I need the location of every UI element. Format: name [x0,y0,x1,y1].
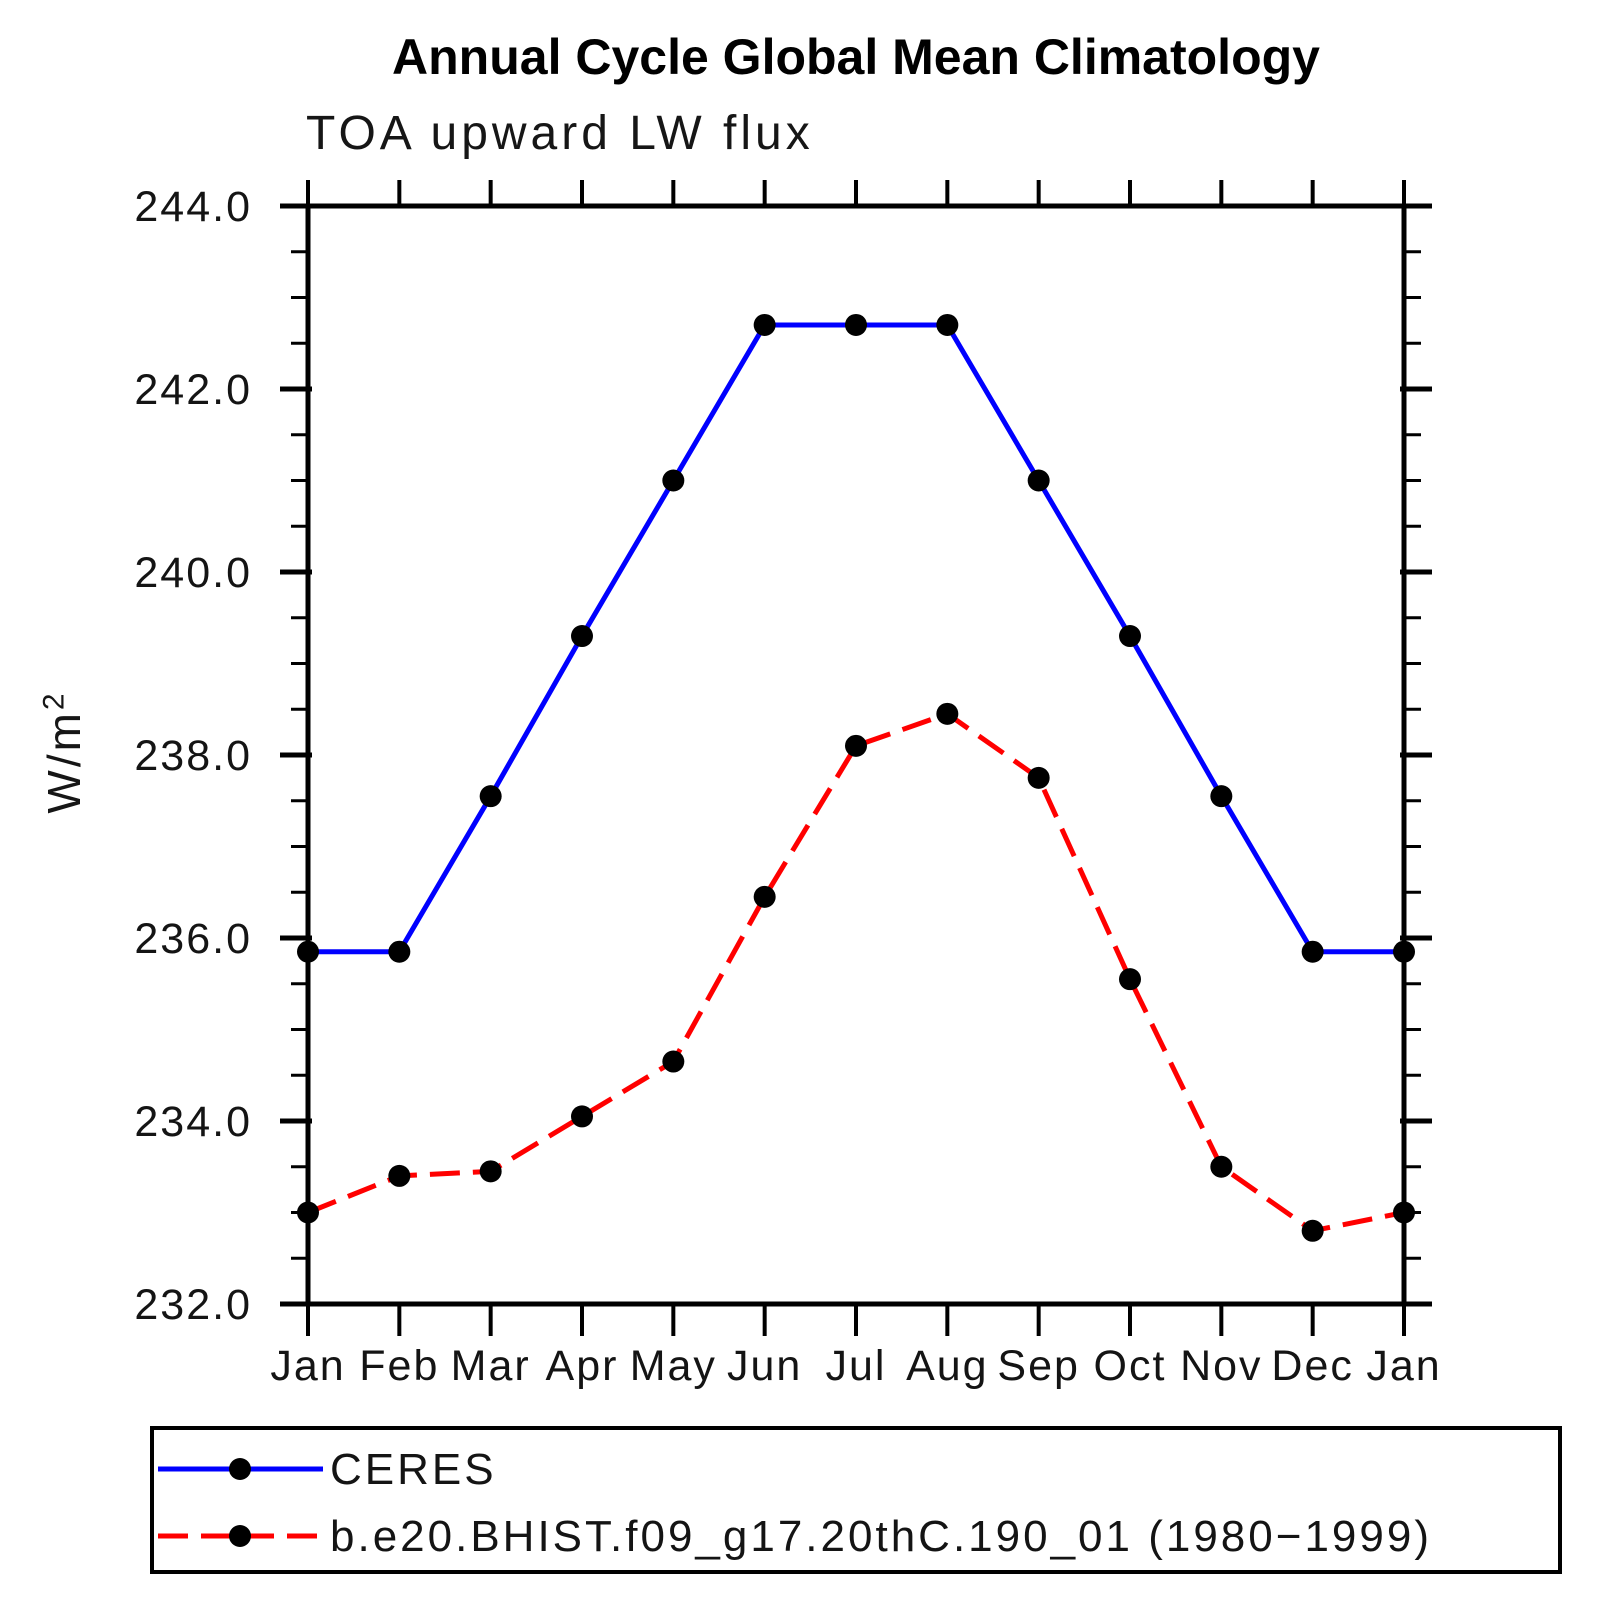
x-axis-ticks-bottom [306,1304,1406,1336]
series-ceres-line [308,322,1404,955]
chart-subtitle: TOA upward LW flux [306,107,814,160]
y-tick-label: 236.0 [134,915,252,963]
y-tick-label: 234.0 [134,1098,252,1146]
data-point-marker [1027,469,1050,492]
y-tick-label: 240.0 [134,549,252,597]
y-tick-label: 244.0 [134,183,252,231]
data-point-marker [297,940,319,963]
data-point-marker [388,1164,411,1187]
data-point-marker [571,1105,593,1128]
data-point-marker [936,313,959,336]
data-point-marker [1119,968,1141,991]
data-point-marker [1393,1201,1415,1224]
data-point-marker [753,885,776,908]
data-point-marker [1210,785,1233,808]
data-point-marker [297,1201,319,1224]
x-axis-ticks-top [306,180,1406,206]
data-point-marker [1301,940,1324,963]
data-point-marker [662,1050,685,1073]
x-tick-label: Jun [727,1342,802,1390]
y-axis-tick-labels: 232.0 234.0 236.0 238.0 240.0 242.0 244.0 [134,183,252,1329]
data-point-marker [1393,940,1415,963]
x-tick-label: Aug [906,1342,989,1390]
legend-box [150,1426,1562,1574]
data-point-marker [1027,766,1050,789]
data-point-marker [479,1160,502,1183]
data-point-marker [479,785,502,808]
x-tick-label: Sep [997,1342,1080,1390]
x-tick-label: May [630,1342,717,1390]
data-point-marker [753,313,776,336]
x-tick-label: Oct [1094,1342,1167,1390]
legend: CERES b.e20.BHIST.f09_g17.20thC.190_01 (… [150,1426,1562,1574]
series-ceres-markers [297,313,1415,963]
legend-ceres-marker [229,1458,251,1480]
legend-model-label: b.e20.BHIST.f09_g17.20thC.190_01 (1980−1… [330,1512,1432,1561]
x-tick-label: Mar [451,1342,531,1390]
data-point-marker [845,734,867,757]
series-model-line [307,711,1405,1234]
data-point-marker [845,313,867,336]
series-model-markers [297,702,1415,1242]
model-polyline [307,711,1405,1234]
y-tick-label: 242.0 [134,366,252,414]
x-tick-label: Jan [270,1342,345,1390]
data-point-marker [1119,625,1141,648]
x-tick-label: Jan [1366,1342,1441,1390]
legend-ceres-label: CERES [330,1445,497,1494]
x-tick-label: Dec [1271,1342,1353,1390]
x-tick-label: Feb [359,1342,439,1390]
data-point-marker [571,625,593,648]
data-point-marker [1301,1219,1324,1242]
data-point-marker [1210,1155,1233,1178]
page-title: Annual Cycle Global Mean Climatology [392,29,1320,85]
data-point-marker [662,469,685,492]
x-tick-label: Nov [1180,1342,1262,1390]
x-axis-tick-labels: Jan Feb Mar Apr May Jun Jul Aug Sep Oct Nov Dec Jan [270,1342,1441,1390]
y-tick-label: 232.0 [134,1281,252,1329]
x-tick-label: Apr [546,1342,619,1390]
data-point-marker [388,940,411,963]
y-tick-label: 238.0 [134,732,252,780]
legend-model-marker [229,1525,251,1547]
data-point-marker [936,702,959,725]
x-tick-label: Jul [826,1342,887,1390]
y-axis-ticks-left [280,203,312,1307]
ceres-polyline [308,322,1404,955]
